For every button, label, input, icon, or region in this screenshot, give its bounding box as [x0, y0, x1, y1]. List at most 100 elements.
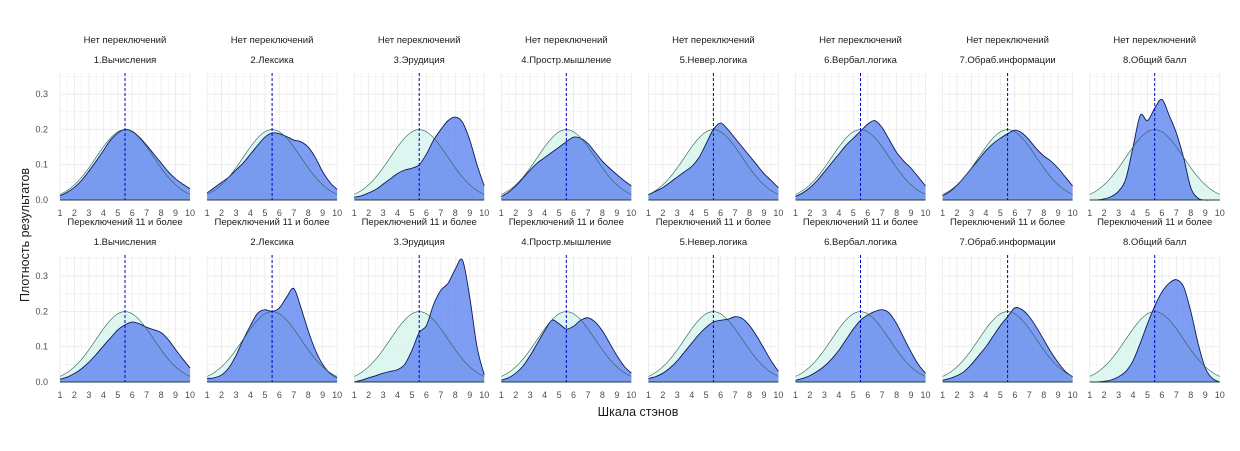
x-tick-label: 5: [262, 390, 267, 400]
observed-density-line: [795, 120, 926, 197]
x-tick-label: 5: [851, 390, 856, 400]
x-tick-label: 9: [173, 208, 178, 218]
observed-density-line: [501, 136, 632, 197]
x-tick-label: 3: [1116, 390, 1121, 400]
facet-strip-group: Нет переключений: [819, 35, 902, 46]
x-tick-label: 2: [660, 390, 665, 400]
facet-panel: Переключений 11 и более 7.Обраб.информаци…: [942, 217, 1074, 383]
x-tick-label: 2: [807, 390, 812, 400]
x-tick-label: 2: [219, 390, 224, 400]
x-tick-label: 5: [1145, 208, 1150, 218]
x-tick-label: 8: [306, 208, 311, 218]
x-tick-label: 3: [233, 208, 238, 218]
x-tick-label: 9: [761, 208, 766, 218]
x-tick-label: 3: [233, 390, 238, 400]
x-tick-label: 6: [1159, 390, 1164, 400]
x-tick-label: 4: [983, 208, 988, 218]
x-tick-label: 5: [409, 390, 414, 400]
x-tick-label: 9: [909, 390, 914, 400]
x-tick-label: 5: [115, 208, 120, 218]
x-tick-label: 6: [865, 208, 870, 218]
facet-strip-subtest: 5.Невер.логика: [680, 237, 748, 248]
x-tick-label: 3: [381, 390, 386, 400]
facet-strip-group: Нет переключений: [231, 35, 314, 46]
x-tick-label: 7: [585, 208, 590, 218]
y-tick-label: 0.1: [35, 342, 48, 352]
facet-strip-subtest: 1.Вычисления: [94, 55, 157, 66]
observed-density-area: [501, 317, 632, 382]
x-tick-label: 6: [424, 208, 429, 218]
x-tick-label: 2: [219, 208, 224, 218]
x-tick-label: 7: [585, 390, 590, 400]
x-tick-label: 4: [983, 390, 988, 400]
x-tick-label: 1: [1087, 390, 1092, 400]
x-tick-label: 10: [920, 208, 930, 218]
x-tick-label: 4: [836, 390, 841, 400]
x-tick-label: 4: [1131, 208, 1136, 218]
x-tick-label: 3: [675, 208, 680, 218]
x-tick-label: 8: [306, 390, 311, 400]
x-tick-label: 10: [185, 390, 195, 400]
x-tick-label: 8: [600, 208, 605, 218]
x-tick-label: 6: [1012, 390, 1017, 400]
x-tick-label: 1: [352, 390, 357, 400]
x-tick-label: 2: [955, 208, 960, 218]
facet-strip-group: Переключений 11 и более: [1097, 217, 1212, 228]
x-tick-label: 5: [409, 208, 414, 218]
x-tick-label: 3: [86, 208, 91, 218]
x-tick-label: 5: [851, 208, 856, 218]
x-tick-label: 5: [704, 208, 709, 218]
x-tick-label: 3: [675, 390, 680, 400]
x-tick-label: 9: [761, 390, 766, 400]
facet-strip-subtest: 7.Обраб.информации: [959, 237, 1055, 248]
x-tick-label: 8: [159, 390, 164, 400]
x-tick-label: 1: [499, 208, 504, 218]
facet-panel: Нет переключений 2.Лексика: [206, 35, 338, 201]
x-tick-label: 1: [940, 390, 945, 400]
x-tick-label: 7: [144, 208, 149, 218]
observed-density-area: [354, 117, 485, 200]
x-tick-label: 9: [614, 208, 619, 218]
facet-strip-group: Нет переключений: [378, 35, 461, 46]
observed-density-area: [942, 307, 1073, 382]
x-tick-label: 9: [1056, 390, 1061, 400]
y-tick-label: 0.0: [35, 195, 48, 205]
x-tick-label: 7: [1027, 208, 1032, 218]
x-tick-label: 7: [880, 208, 885, 218]
y-tick-label: 0.2: [35, 124, 48, 134]
x-tick-label: 8: [1188, 208, 1193, 218]
facet-strip-group: Переключений 11 и более: [214, 217, 329, 228]
x-tick-label: 2: [1102, 208, 1107, 218]
x-tick-label: 4: [395, 390, 400, 400]
y-tick-label: 0.3: [35, 89, 48, 99]
observed-density-line: [501, 317, 632, 381]
x-tick-label: 4: [542, 390, 547, 400]
x-tick-label: 2: [513, 390, 518, 400]
x-tick-label: 8: [453, 390, 458, 400]
x-tick-label: 7: [1027, 390, 1032, 400]
x-tick-label: 2: [955, 390, 960, 400]
y-axis-ticks: 0.0 0.1 0.2 0.3 0.0 0.1 0.2 0.3: [35, 89, 48, 387]
facet-strip-subtest: 6.Вербал.логика: [824, 237, 898, 248]
facet-strip-group: Переключений 11 и более: [803, 217, 918, 228]
x-tick-label: 1: [205, 390, 210, 400]
facet-panel: Переключений 11 и более 2.Лексика: [206, 217, 338, 383]
y-tick-label: 0.1: [35, 160, 48, 170]
x-tick-label: 10: [332, 390, 342, 400]
facet-strip-subtest: 3.Эрудиция: [394, 237, 445, 248]
x-tick-label: 6: [277, 390, 282, 400]
x-tick-label: 8: [747, 208, 752, 218]
x-tick-label: 6: [424, 390, 429, 400]
facet-panel: Нет переключений 7.Обраб.информации: [942, 35, 1074, 201]
observed-density-area: [648, 316, 779, 382]
x-tick-label: 7: [733, 390, 738, 400]
facet-panels: Нет переключений 1.Вычисления Нет переключ…: [59, 35, 1221, 383]
x-tick-label: 3: [969, 390, 974, 400]
facet-strip-subtest: 2.Лексика: [250, 55, 294, 66]
y-tick-label: 0.0: [35, 377, 48, 387]
x-tick-label: 8: [1041, 390, 1046, 400]
x-tick-label: 1: [646, 208, 651, 218]
x-tick-label: 7: [1174, 208, 1179, 218]
x-tick-label: 6: [718, 390, 723, 400]
facet-strip-group: Переключений 11 и более: [656, 217, 771, 228]
